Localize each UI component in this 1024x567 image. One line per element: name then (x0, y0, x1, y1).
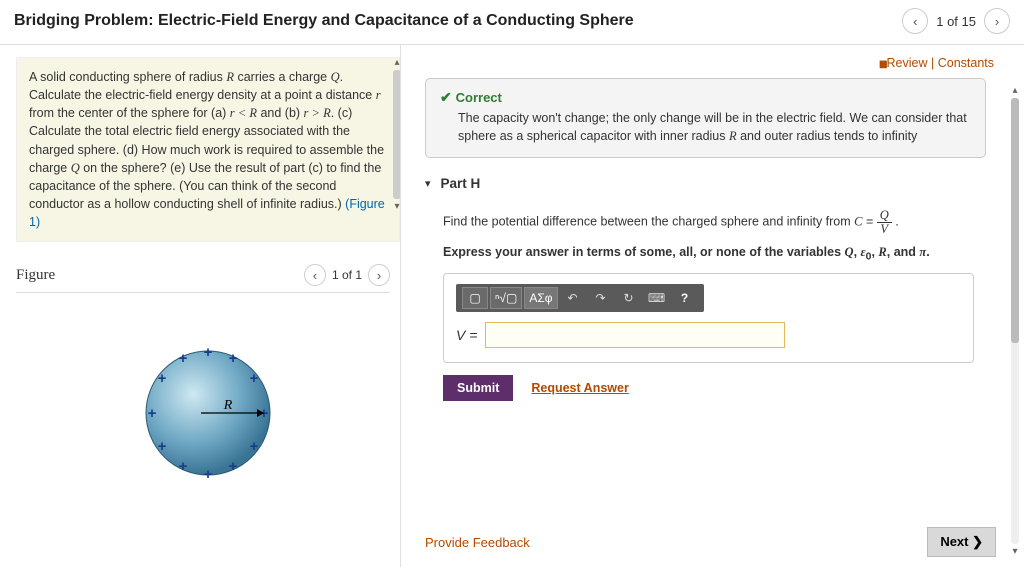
equation-toolbar: ▢ ⁿ√▢ ΑΣφ ↶ ↷ ↻ ⌨ ? (456, 284, 704, 312)
frac-numerator: Q (877, 209, 892, 223)
svg-text:+: + (158, 438, 167, 455)
svg-text:+: + (179, 350, 188, 367)
figure-prev-button[interactable]: ‹ (304, 264, 326, 286)
footer-row: Provide Feedback Next ❯ (425, 527, 996, 557)
answer-area: ▢ ⁿ√▢ ΑΣφ ↶ ↷ ↻ ⌨ ? V = (443, 273, 974, 363)
right-scrollbar[interactable]: ▴ ▾ (1008, 85, 1022, 557)
svg-text:+: + (250, 370, 259, 387)
svg-text:+: + (158, 370, 167, 387)
part-prompt: Find the potential difference between th… (443, 209, 1014, 235)
undo-icon[interactable]: ↶ (560, 287, 586, 309)
figure-label: Figure (16, 267, 304, 284)
scroll-up-icon[interactable]: ▴ (1012, 85, 1017, 96)
answer-line: V = (456, 322, 961, 348)
page-title: Bridging Problem: Electric-Field Energy … (14, 12, 902, 30)
sphere-svg: + ++ ++ ++ ++ ++ + R (128, 333, 288, 493)
scroll-up-icon[interactable]: ▴ (394, 57, 399, 68)
svg-text:+: + (204, 466, 213, 483)
pager-text: 1 of 15 (936, 14, 976, 29)
scroll-down-icon[interactable]: ▾ (1012, 546, 1017, 557)
review-constants-link[interactable]: Review | Constants (879, 56, 994, 70)
correct-heading: Correct (440, 89, 971, 106)
figure-pager: ‹ 1 of 1 › (304, 264, 390, 286)
reset-icon[interactable]: ↻ (616, 287, 642, 309)
svg-text:+: + (229, 350, 238, 367)
svg-text:+: + (204, 344, 213, 361)
figure-header: Figure ‹ 1 of 1 › (16, 264, 400, 286)
scroll-track[interactable] (1011, 98, 1019, 544)
request-answer-link[interactable]: Request Answer (531, 381, 628, 395)
prompt-prefix: Find the potential difference between th… (443, 214, 854, 228)
svg-text:+: + (148, 405, 157, 422)
answer-input[interactable] (485, 322, 785, 348)
submit-button[interactable]: Submit (443, 375, 513, 401)
answer-label: V = (456, 327, 477, 343)
root-tool[interactable]: ⁿ√▢ (490, 287, 522, 309)
prev-problem-button[interactable]: ‹ (902, 8, 928, 34)
page-header: Bridging Problem: Electric-Field Energy … (0, 0, 1024, 45)
part-instructions: Express your answer in terms of some, al… (443, 245, 1014, 263)
keyboard-icon[interactable]: ⌨ (644, 287, 670, 309)
main-layout: A solid conducting sphere of radius R ca… (0, 45, 1024, 567)
scroll-down-icon[interactable]: ▾ (394, 201, 399, 212)
correct-text: The capacity won't change; the only chan… (440, 110, 971, 145)
right-column: Review | Constants Correct The capacity … (400, 45, 1024, 567)
template-tool[interactable]: ▢ (462, 287, 488, 309)
figure-pager-text: 1 of 1 (332, 268, 362, 282)
svg-text:+: + (179, 458, 188, 475)
prompt-fraction: Q V (877, 209, 892, 235)
svg-text:+: + (250, 438, 259, 455)
figure-next-button[interactable]: › (368, 264, 390, 286)
redo-icon[interactable]: ↷ (588, 287, 614, 309)
feedback-box: Correct The capacity won't change; the o… (425, 78, 986, 158)
part-header: ▾ Part H (425, 176, 1014, 191)
problem-statement: A solid conducting sphere of radius R ca… (16, 57, 400, 242)
frac-denominator: V (877, 223, 892, 236)
next-problem-button[interactable]: › (984, 8, 1010, 34)
header-pager: ‹ 1 of 15 › (902, 8, 1010, 34)
provide-feedback-link[interactable]: Provide Feedback (425, 535, 530, 550)
radius-label: R (223, 398, 233, 413)
svg-text:+: + (229, 458, 238, 475)
next-button[interactable]: Next ❯ (927, 527, 996, 557)
part-collapse-icon[interactable]: ▾ (425, 177, 431, 190)
greek-tool[interactable]: ΑΣφ (524, 287, 557, 309)
figure-divider (16, 292, 390, 293)
left-column: A solid conducting sphere of radius R ca… (0, 45, 400, 567)
part-label: Part H (441, 176, 481, 191)
help-icon[interactable]: ? (672, 287, 698, 309)
figure-image: + ++ ++ ++ ++ ++ + R (16, 333, 400, 493)
submit-row: Submit Request Answer (443, 375, 1014, 401)
scroll-thumb[interactable] (1011, 98, 1019, 343)
prompt-eq: C (854, 214, 862, 228)
